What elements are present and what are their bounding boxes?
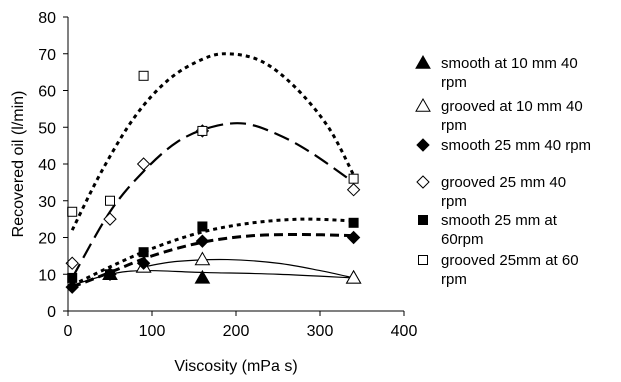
x-tick-label: 400 [391, 323, 418, 340]
legend-marker [416, 138, 430, 152]
data-point-series-4 [103, 212, 117, 226]
legend-label: smooth at 10 mm 40 rpm [441, 55, 578, 91]
y-tick-label: 0 [47, 304, 56, 321]
y-axis-title: Recovered oil (l/min) [10, 91, 27, 238]
plot-area [65, 52, 362, 294]
data-point-series-2 [345, 269, 362, 284]
y-tick-label: 60 [38, 84, 56, 101]
legend-label: grooved at 10 mm 40 rpm [441, 98, 583, 134]
x-tick-label: 200 [223, 323, 250, 340]
legend-marker [418, 255, 428, 265]
trendline-series-2 [143, 258, 354, 279]
y-tick-label: 20 [38, 231, 56, 248]
legend-label: grooved 25 mm 40 rpm [441, 174, 566, 210]
y-tick-label: 40 [38, 157, 56, 174]
y-tick-label: 30 [38, 194, 56, 211]
axes: 0 10 20 30 40 50 60 70 80 0 100 200 300 400 Viscosity … [10, 10, 417, 375]
legend-item: smooth at 10 mm 40 rpm [415, 54, 578, 91]
data-point-series-5 [197, 221, 208, 232]
x-tick-label: 0 [64, 323, 73, 340]
trendline-series-3 [71, 233, 354, 289]
data-point-series-5 [138, 247, 149, 258]
data-point-series-4 [346, 183, 361, 197]
data-point-series-6 [197, 125, 208, 136]
legend-item: grooved at 10 mm 40 rpm [415, 97, 583, 134]
data-point-series-6 [348, 173, 359, 184]
legend-item: grooved 25 mm 40 rpm [416, 174, 566, 210]
data-point-series-6 [105, 195, 115, 206]
data-point-series-2 [194, 251, 211, 266]
legend-item: smooth 25 mm 40 rpm [416, 137, 591, 154]
y-tick-label: 80 [38, 10, 56, 27]
legend-item: smooth 25 mm at 60rpm [418, 212, 558, 248]
data-point-series-6 [138, 70, 149, 81]
legend-item: grooved 25mm at 60 rpm [418, 252, 579, 288]
legend: smooth at 10 mm 40 rpm grooved at 10 mm 40… [415, 54, 591, 288]
data-point-series-6 [67, 206, 78, 217]
data-point-series-1 [194, 269, 211, 284]
data-point-series-3 [195, 234, 210, 248]
legend-marker [415, 97, 431, 112]
legend-label: smooth 25 mm 40 rpm [441, 137, 591, 154]
data-point-series-3 [136, 256, 151, 270]
legend-marker [416, 175, 430, 189]
data-point-series-5 [105, 269, 115, 280]
y-tick-label: 10 [38, 267, 56, 284]
legend-marker [415, 54, 431, 69]
trendline-series-6 [70, 52, 355, 231]
legend-marker [418, 215, 428, 225]
data-point-series-5 [67, 272, 78, 283]
data-point-series-4 [136, 157, 151, 171]
legend-label: grooved 25mm at 60 rpm [441, 252, 579, 288]
y-tick-label: 70 [38, 47, 56, 64]
data-point-series-5 [348, 217, 359, 228]
x-tick-label: 300 [307, 323, 334, 340]
legend-label: smooth 25 mm at 60rpm [441, 212, 558, 248]
x-tick-label: 100 [139, 323, 166, 340]
x-axis-title: Viscosity (mPa s) [174, 358, 297, 375]
trendline-series-4 [71, 122, 355, 279]
y-tick-label: 50 [38, 120, 56, 137]
data-point-series-3 [346, 230, 361, 245]
